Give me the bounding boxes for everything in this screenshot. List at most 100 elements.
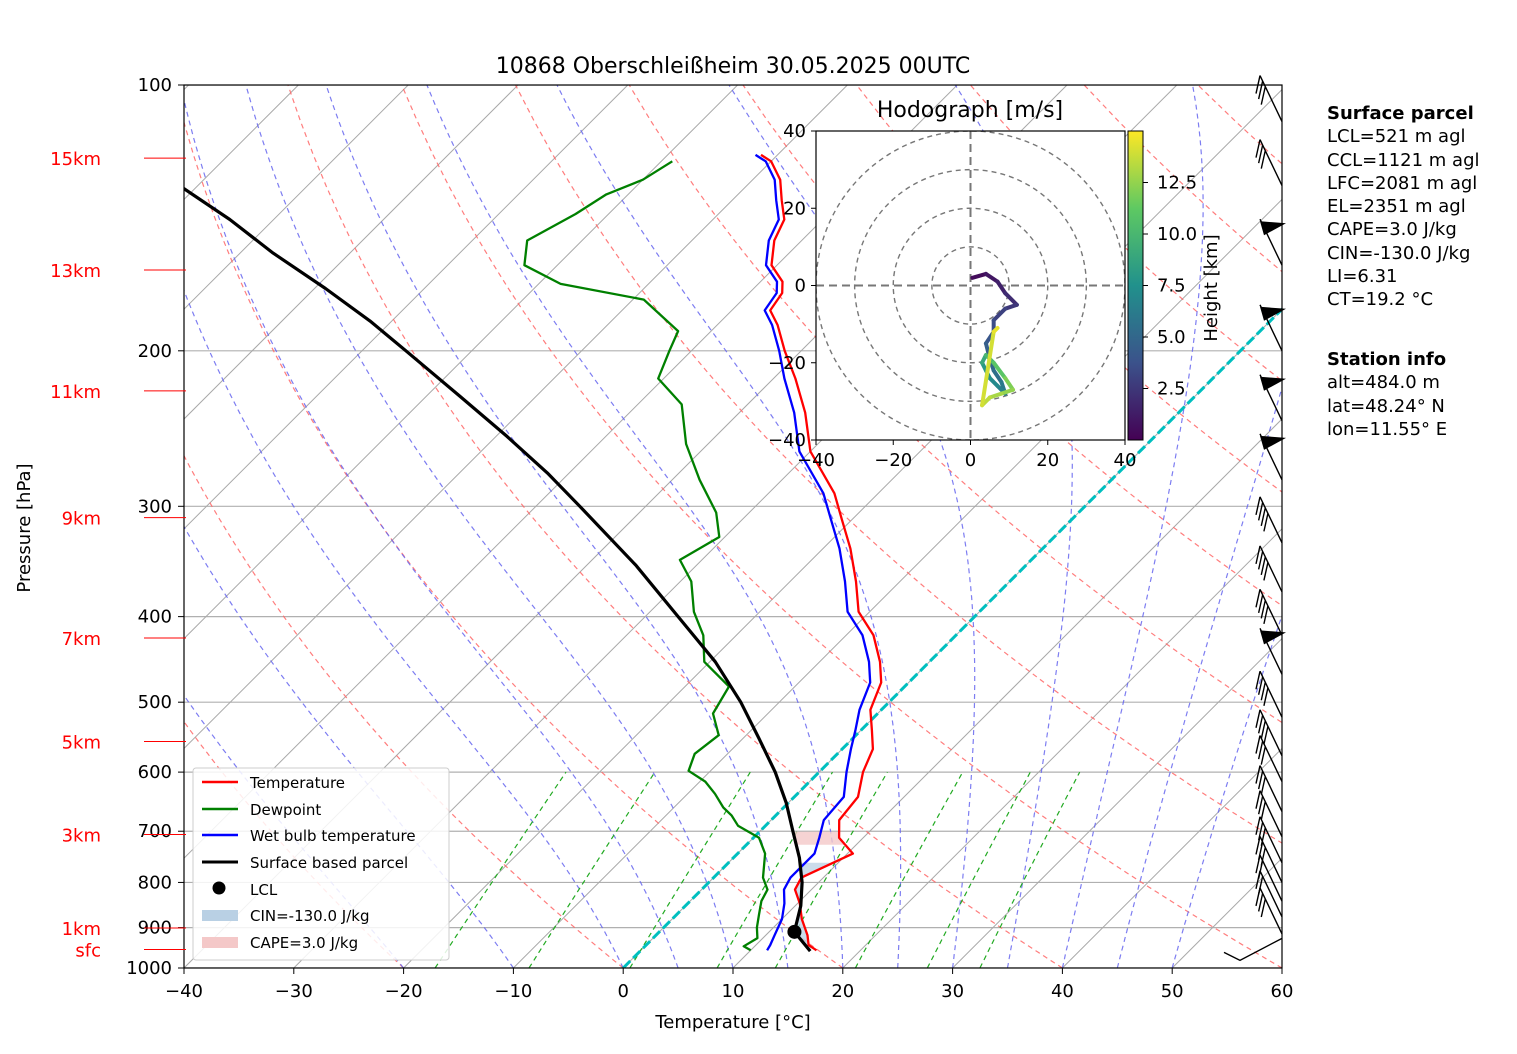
surface-parcel-panel: Surface parcel LCL=521 m agl CCL=1121 m … [1327,102,1480,312]
surface-parcel-lcl: LCL=521 m agl [1327,126,1466,148]
axes: −40 −30 −20 −10 0 10 20 30 40 50 60100200300400500… [50,75,1293,1002]
legend-label-lcl: LCL [250,881,278,899]
x-tick-label: 20 [831,981,854,1002]
mixing-ratio-line [979,771,1081,968]
legend-label-cin: CIN=-130.0 J/kg [250,907,370,925]
dry-adiabat [401,85,1282,968]
x-tick-label: −20 [385,981,423,1002]
station-info-panel: Station info alt=484.0 m lat=48.24° N lo… [1327,348,1447,441]
wind-barb-feather [1255,75,1261,94]
hodograph-y-tick-label: −40 [768,430,806,451]
height-label: 15km [50,149,101,170]
hodograph-segment [991,325,1000,334]
zero-degree-isotherm [622,307,1282,968]
x-tick-label: 10 [722,981,745,1002]
isotherm-line [184,85,738,640]
x-axis-label: Temperature [°C] [654,1012,810,1033]
wind-barb-staff [1259,790,1283,837]
wind-barb-flag [1260,630,1286,645]
surface-parcel-ccl: CCL=1121 m agl [1327,149,1480,171]
wind-barb-feather [1260,746,1266,765]
wind-barb-feather [1257,144,1264,164]
wind-barb-feather [1255,709,1261,728]
colorbar-tick-label: 12.5 [1157,173,1197,194]
wind-barb-staff [1259,836,1283,883]
x-tick-label: −30 [275,981,313,1002]
y-tick-label: 400 [138,607,172,628]
series-line-temperature [760,153,883,952]
dry-adiabat [514,85,1282,844]
hodograph-x-tick-label: 20 [1036,450,1059,471]
hodograph-segment [1003,376,1015,392]
wind-barb-feather [1255,735,1261,754]
station-info-lon: lon=11.55° E [1327,418,1448,440]
colorbar-tick-label: 7.5 [1157,276,1186,297]
wind-barb-feather [1260,682,1266,701]
y-tick-label: 700 [138,821,172,842]
wind-barbs [1223,75,1286,962]
legend-label-parcel: Surface based parcel [250,854,408,872]
wind-barb-staff [1259,545,1283,593]
wind-barb-feather [1255,671,1261,690]
legend-label-temperature: Temperature [249,774,345,792]
wind-barb-feather [1260,776,1266,795]
moist-adiabat [1116,385,1282,968]
legend: Temperature Dewpoint Wet bulb temperatur… [192,767,450,961]
surface-parcel-heading: Surface parcel [1327,103,1474,124]
wind-barb-staff [1259,589,1283,636]
x-tick-label: 60 [1271,981,1294,1002]
hodograph-segment [1003,302,1019,311]
x-tick-label: 50 [1161,981,1184,1002]
hodograph-y-tick-label: 0 [795,276,806,297]
wind-barb-feather [1260,847,1266,866]
dry-adiabat [184,120,844,968]
moist-adiabat [325,85,789,968]
station-info-heading: Station info [1327,349,1447,370]
wind-barb-feather [1263,513,1269,532]
hodograph-colorbar [1127,130,1144,441]
dry-adiabat [184,454,624,968]
station-info-alt: alt=484.0 m [1327,372,1440,394]
wind-barb-feather [1255,816,1261,835]
surface-parcel-cin: CIN=-130.0 J/kg [1327,242,1471,264]
isotherm-line [1062,747,1282,968]
wind-barb-staff [1259,870,1283,918]
legend-swatch-cin [202,910,238,921]
surface-parcel-li: LI=6.31 [1327,266,1398,288]
legend-label-dewpoint: Dewpoint [250,801,321,819]
wind-barb-feather [1260,600,1266,619]
x-tick-label: 40 [1051,981,1074,1002]
isotherm-line [184,85,409,310]
wind-barb-staff [1259,765,1283,812]
isotherm-line [184,85,519,420]
x-tick-label: −40 [165,981,203,1002]
hodograph-y-tick-label: 40 [783,121,806,142]
isotherm-line [184,85,629,530]
dry-adiabat [287,85,1063,968]
legend-swatch-cape [202,937,238,948]
wind-barb-staff [1259,75,1283,122]
hodograph-segment [987,391,1004,400]
y-tick-label: 200 [138,341,172,362]
wind-barb-feather [1257,796,1264,815]
wind-barb-staff [1259,854,1283,902]
y-axis-label: Pressure [hPa] [14,463,35,592]
moist-adiabat [184,97,679,968]
isotherm-line [732,418,1282,968]
wind-barb-feather [1255,589,1261,608]
hodograph-segment [991,360,1008,381]
wind-barb-feather [1263,605,1269,625]
surface-parcel-el: EL=2351 m agl [1327,196,1466,218]
hodograph-ticks: −40−40 −20 −20 0 0 20 20 40 40 [768,121,1136,471]
hodograph-y-tick-label: −20 [768,353,806,374]
isotherm-line [184,85,848,750]
wind-barb-feather [1257,893,1264,912]
wind-barb-feather [1263,562,1269,581]
moist-adiabat [184,288,624,968]
hodograph-x-tick-label: 40 [1114,450,1137,471]
wind-barb-feather [1260,827,1266,846]
chart-title: 10868 Oberschleißheim 30.05.2025 00UTC [496,54,971,79]
wind-barb-feather [1257,715,1264,734]
wind-barb-feather [1257,502,1264,521]
